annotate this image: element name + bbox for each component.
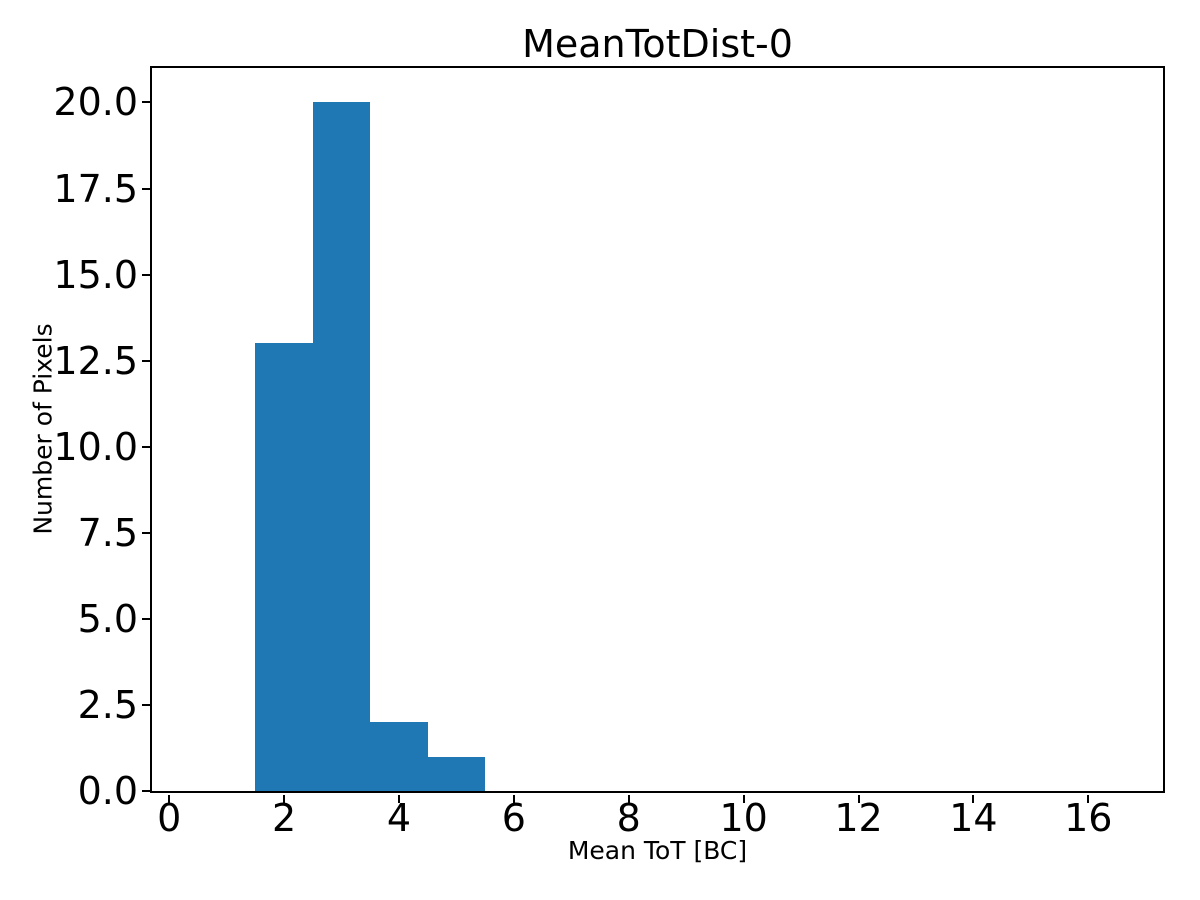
x-tick-label: 14	[949, 796, 998, 840]
x-tick-mark	[857, 795, 860, 803]
x-tick-label: 10	[719, 796, 768, 840]
x-tick-mark	[1087, 795, 1090, 803]
histogram-bar	[312, 102, 371, 791]
y-tick-label: 2.5	[77, 682, 138, 727]
x-tick-mark	[398, 795, 400, 803]
x-tick-label: 6	[501, 796, 526, 840]
x-tick-mark	[512, 795, 515, 803]
x-tick-label: 0	[157, 796, 182, 840]
x-tick-label: 16	[1064, 796, 1113, 840]
y-tick-label: 12.5	[53, 338, 138, 383]
y-tick-label: 15.0	[53, 252, 138, 297]
y-tick-mark	[142, 445, 150, 448]
y-tick-label: 0.0	[77, 769, 138, 813]
chart-title: MeanTotDist-0	[522, 22, 793, 66]
y-tick-mark	[142, 531, 150, 534]
x-tick-mark	[972, 795, 975, 803]
plot-area: 0 2 4 6 8 10 12 14 16 0.0 2.5 5.0 7.5 10.0 12.5 15.0 17.…	[53, 66, 1165, 837]
y-axis-label: Number of Pixels	[28, 323, 58, 535]
x-tick-label: 8	[616, 796, 641, 840]
y-tick-mark	[142, 359, 150, 362]
x-tick-mark	[742, 795, 745, 803]
y-tick-label: 10.0	[53, 424, 138, 469]
histogram-bar	[255, 343, 313, 791]
x-tick-label: 12	[834, 796, 883, 840]
y-tick-mark	[142, 703, 150, 706]
histogram-bar	[370, 722, 428, 791]
histogram-bar	[427, 756, 486, 791]
y-tick-mark	[142, 187, 150, 190]
y-tick-label: 7.5	[77, 510, 138, 555]
y-tick-mark	[142, 101, 150, 104]
y-tick-mark	[142, 790, 150, 792]
x-axis-label: Mean ToT [BC]	[567, 836, 748, 865]
x-tick-mark	[627, 795, 630, 803]
y-tick-mark	[142, 273, 150, 276]
y-tick-label: 20.0	[53, 80, 138, 125]
y-tick-mark	[142, 617, 150, 620]
x-tick-label: 2	[272, 796, 297, 840]
bars-layer	[152, 68, 1163, 791]
y-tick-label: 5.0	[77, 596, 138, 641]
y-tick-label: 17.5	[53, 166, 138, 211]
x-tick-mark	[168, 795, 171, 803]
x-tick-mark	[283, 795, 286, 803]
x-tick-label: 4	[386, 796, 412, 840]
